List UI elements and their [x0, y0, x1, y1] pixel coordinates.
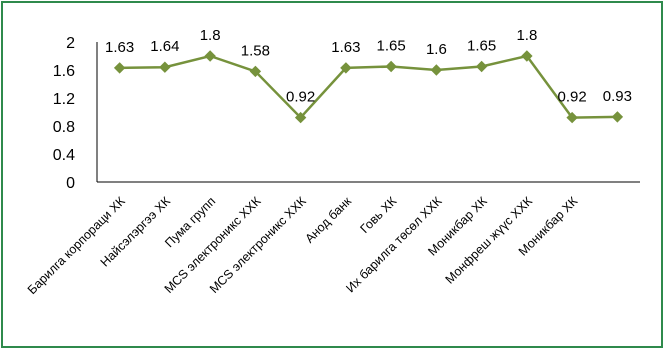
y-tick-label: 1.6	[53, 63, 75, 80]
data-label: 0.93	[603, 88, 632, 105]
series-marker	[113, 62, 126, 74]
x-category-label: Анод банк	[302, 194, 354, 246]
y-tick-label: 0.4	[53, 147, 75, 164]
y-tick-label: 1.2	[53, 91, 75, 108]
data-label: 1.65	[467, 38, 496, 55]
y-tick-labels: 0 0.4 0.8 1.2 1.6 2	[53, 35, 75, 192]
series-markers	[113, 50, 624, 124]
data-labels: 1.63 1.64 1.8 1.58 0.92 1.63 1.65 1.6 1.65 1.8 0.9…	[105, 27, 632, 106]
data-label: 1.6	[426, 41, 447, 58]
x-category-label: Монфреш жүүс ХХК	[443, 194, 536, 287]
data-label: 1.64	[150, 38, 179, 55]
data-label: 0.92	[286, 89, 315, 106]
series-marker	[430, 64, 443, 76]
series-marker	[566, 111, 578, 124]
data-label: 1.63	[331, 39, 360, 56]
series-marker	[294, 111, 307, 124]
data-label: 1.63	[105, 39, 134, 56]
y-tick-label: 2	[66, 35, 75, 52]
x-category-label: Говь ХК	[357, 194, 399, 236]
series-marker	[385, 60, 397, 73]
y-tick-label: 0	[66, 175, 75, 192]
series-marker	[249, 65, 262, 78]
series-marker	[611, 111, 624, 123]
y-tick-label: 0.8	[53, 119, 75, 136]
data-label: 0.92	[558, 89, 587, 106]
data-label: 1.58	[241, 42, 270, 59]
axes	[96, 42, 640, 183]
series-line	[119, 54, 618, 120]
data-label: 1.8	[200, 27, 221, 44]
data-label: 1.65	[377, 38, 406, 55]
series-marker	[340, 62, 352, 74]
series-marker	[204, 50, 216, 62]
series-marker	[475, 60, 488, 73]
series-marker	[521, 50, 533, 62]
data-label: 1.8	[516, 27, 537, 44]
series-marker	[159, 61, 171, 73]
